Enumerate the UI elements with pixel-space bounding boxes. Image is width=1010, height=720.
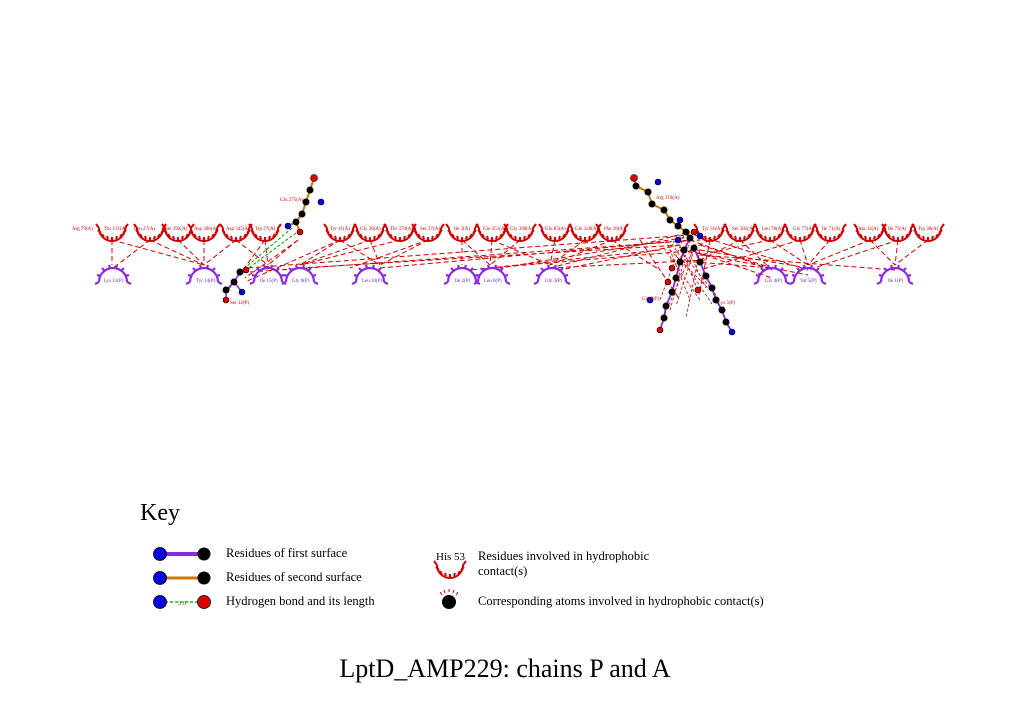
hydrophobic-example-label: His 53 <box>436 551 466 563</box>
residue-label: Trp 30(A) <box>918 227 939 232</box>
residue-label: Ser 302(A) <box>732 227 755 232</box>
residue-label: Gln 3(P) <box>545 279 563 284</box>
ligand-left: Glu 275(A) Ser 12(P) <box>222 174 325 306</box>
ligand-label: Lys 5(P) <box>718 301 735 306</box>
key-hydrophobic-label-line2: contact(s) <box>478 564 528 578</box>
residue-label: Ile 15(P) <box>260 279 278 284</box>
residue-label: Gly 9(P) <box>292 279 310 284</box>
residue-label: Ser 37(A) <box>420 227 440 232</box>
key-hydrophobic-label-line1: Residues involved in hydrophobic <box>478 549 650 563</box>
ligand-label: Ser 12(P) <box>230 301 249 306</box>
carbon-atom-icon <box>197 571 211 585</box>
residue-label: Ile 71(A) <box>822 227 841 232</box>
residue-label: Leu 27(A) <box>134 227 155 232</box>
ligand-label: Gly 8(P) <box>642 297 660 302</box>
residue-label: Phe 39(A) <box>604 227 625 232</box>
residue-label: Leu 6(P) <box>484 279 502 284</box>
residue-label: Ala 32(A) <box>858 227 879 232</box>
residue-label: Tyr 11(A) <box>330 227 350 232</box>
residue-label: Gly 396(A) <box>510 227 534 232</box>
residue-label: Ile 73(A) <box>888 227 907 232</box>
oxygen-atom-icon <box>197 595 211 609</box>
residue-label: Thr 370(A) <box>390 227 413 232</box>
residue-label: Glu 351(A) <box>483 227 507 232</box>
residue-label: Ile 2(P) <box>455 279 470 284</box>
carbon-atom-icon <box>197 547 211 561</box>
residue-label: Ser 392(A) <box>165 227 188 232</box>
residue-label: Ile 3(A) <box>454 227 470 232</box>
key-heading: Key <box>140 500 180 526</box>
residue-label: Lys 11(P) <box>104 279 124 284</box>
residue-label: Asp 390(A) <box>194 227 218 232</box>
residue-label: Tyr 14(P) <box>196 279 216 284</box>
residue-label: Thr 131(A) <box>104 227 127 232</box>
hydrophobic-arc-icon <box>433 560 467 579</box>
key-first-surface-label: Residues of first surface <box>226 546 348 560</box>
key-graphics: 3.0 His 53 <box>153 547 467 609</box>
residue-label: Gly 4(P) <box>765 279 783 284</box>
figure-caption: LptD_AMP229: chains P and A <box>339 654 671 683</box>
chain-p-residues: Lys 11(P) Tyr 14(P) Ile 15(P) Gly 9(P) L… <box>93 263 915 286</box>
key-atoms-label: Corresponding atoms involved in hydropho… <box>478 594 764 608</box>
key-hbond-label: Hydrogen bond and its length <box>226 594 375 608</box>
residue-label: Ile 1(P) <box>888 279 903 284</box>
hbond-length-label: 3.0 <box>178 600 186 607</box>
residue-label: Leu 10(P) <box>362 279 382 284</box>
residue-label: Trp 27(A) <box>255 227 276 232</box>
residue-label: Arg 79(A) <box>72 227 93 232</box>
residue-label: Gln 320(A) <box>575 227 599 232</box>
residue-label: Glu 83(A) <box>545 227 566 232</box>
hydrophobic-atom-icon <box>439 589 459 609</box>
residue-label: Gly 36(A) <box>360 227 381 232</box>
nitrogen-atom-icon <box>153 595 167 609</box>
residue-label: Asp 345(A) <box>226 227 250 232</box>
nitrogen-atom-icon <box>153 547 167 561</box>
hydrophobic-contact-lines <box>111 231 929 301</box>
residue-label: Val 5(P) <box>800 279 817 284</box>
residue-label: Gly 77(A) <box>793 227 814 232</box>
chain-a-residues: Arg 79(A) Thr 131(A) Leu 27(A) Ser 392(A… <box>72 223 945 242</box>
residue-label: Tyr 31(A) <box>702 227 722 232</box>
key-second-surface-label: Residues of second surface <box>226 570 362 584</box>
ligand-label: Glu 275(A) <box>280 198 304 203</box>
residue-label: Leu 78(A) <box>762 227 783 232</box>
ligand-right: Arg 319(A) Gly 8(P) Lys 5(P) <box>630 174 735 336</box>
nitrogen-atom-icon <box>153 571 167 585</box>
ligand-label: Arg 319(A) <box>656 196 680 201</box>
